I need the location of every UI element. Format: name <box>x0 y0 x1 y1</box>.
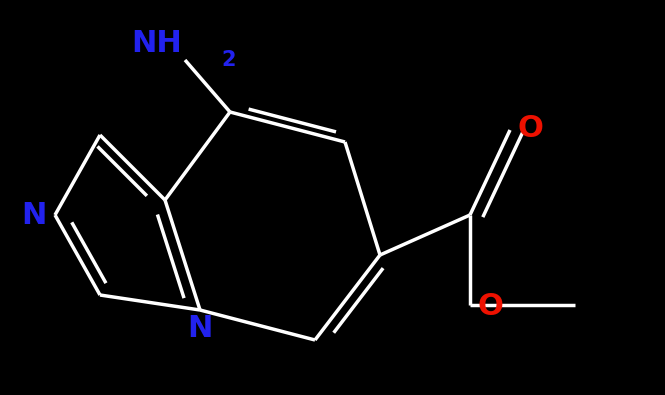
Text: O: O <box>478 292 504 322</box>
Text: 2: 2 <box>221 50 236 70</box>
Text: N: N <box>188 314 213 343</box>
Text: N: N <box>22 201 47 229</box>
Text: NH: NH <box>131 29 182 58</box>
Text: O: O <box>518 113 544 143</box>
